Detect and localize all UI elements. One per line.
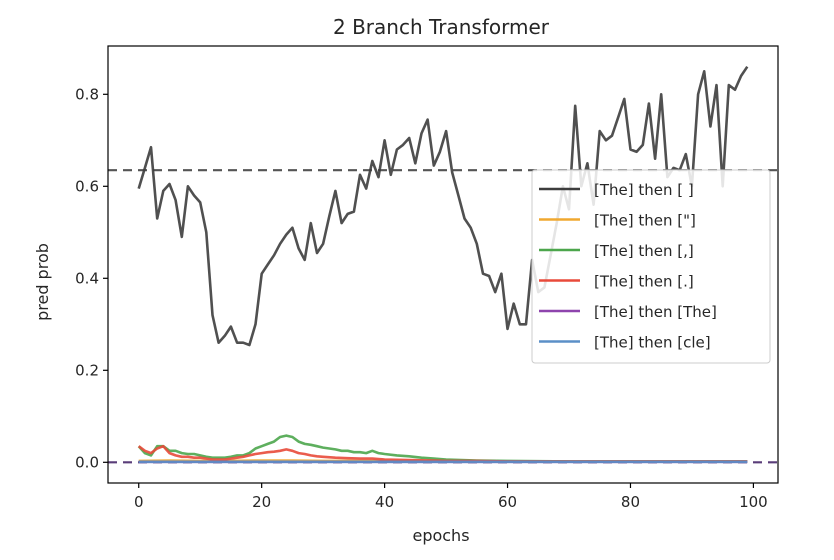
series-line [137,444,748,463]
x-tick-label: 80 [621,493,640,511]
x-tick-label: 0 [134,493,144,511]
x-tick-label: 60 [498,493,517,511]
series-line [137,65,749,347]
legend-box [531,169,771,364]
y-tick-label: 0.8 [75,85,99,103]
x-tick-label: 20 [252,493,271,511]
y-tick-label: 0.6 [75,177,99,195]
plot-area: 0 20 40 60 80 100 0.0 0.2 0.4 0.6 0.8 [75,45,779,511]
legend-label: [The] then [.] [594,273,694,291]
y-axis-title: pred prob [33,243,52,321]
y-tick-label: 0.2 [75,361,99,379]
legend-label: [The] then [ ] [594,181,694,199]
x-axis-title: epochs [412,526,469,545]
chart-title: 2 Branch Transformer [333,15,550,39]
series-line [137,434,748,463]
legend-label: [The] then [cle] [594,334,711,352]
x-tick-label: 100 [739,493,768,511]
legend-label: [The] then ["] [594,212,696,230]
legend-label: [The] then [,] [594,242,694,260]
y-tick-label: 0.4 [75,269,99,287]
legend: [The] then [ ] [The] then ["] [The] then [… [531,169,771,364]
x-tick-label: 40 [375,493,394,511]
axes-frame [107,45,779,484]
y-tick-label: 0.0 [75,453,99,471]
legend-label: [The] then [The] [594,303,717,321]
